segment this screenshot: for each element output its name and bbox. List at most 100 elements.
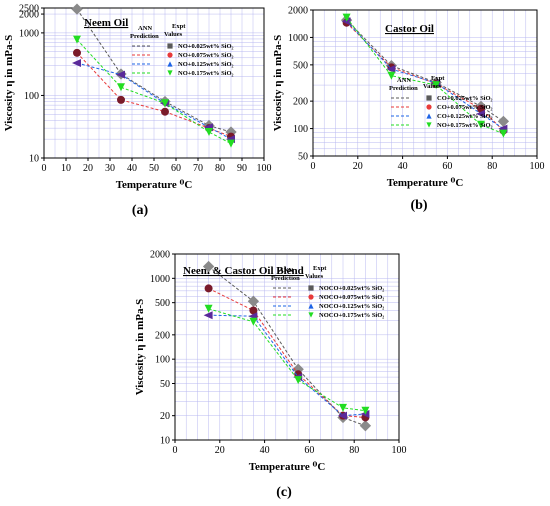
x-tick-label: 30	[105, 163, 115, 174]
x-tick-label: 80	[487, 161, 497, 172]
data-point	[116, 70, 125, 79]
data-point	[117, 83, 125, 92]
x-tick-label: 0	[42, 163, 47, 174]
data-point	[387, 71, 396, 80]
chart-title: Castor Oil	[385, 23, 434, 35]
circle-icon	[426, 104, 432, 110]
legend-label: NOCO+0.175wt% SiO₂	[319, 312, 384, 319]
series-line	[76, 52, 232, 138]
data-point	[359, 420, 372, 432]
data-point	[339, 403, 347, 412]
x-tick-label: 20	[353, 161, 363, 172]
x-tick-label: 40	[127, 163, 137, 174]
plot-frame	[174, 253, 400, 441]
y-tick-label: 1000	[150, 274, 170, 285]
legend-expt-heading: Expt	[431, 75, 445, 82]
legend-label: NOCO+0.125wt% SiO₂	[319, 303, 384, 310]
data-point	[342, 13, 351, 22]
series-line	[208, 266, 366, 427]
square-icon	[167, 43, 173, 49]
y-tick-label: 20	[160, 411, 170, 422]
data-point	[386, 65, 396, 74]
circle-icon	[308, 294, 314, 300]
data-point	[499, 129, 508, 138]
data-point	[73, 48, 81, 57]
series-line	[346, 17, 504, 135]
y-tick-label: 100	[155, 355, 170, 366]
x-tick-label: 60	[442, 161, 452, 172]
triangle-down-icon	[308, 312, 314, 318]
y-tick-label: 1000	[288, 33, 308, 44]
y-axis-label: Viscosity η in mPa-S	[3, 35, 15, 132]
x-tick-label: 60	[304, 445, 314, 456]
y-tick-label: 500	[155, 298, 170, 309]
x-axis-label: Temperature ⁰C	[387, 177, 464, 189]
legend-expt-heading: Values	[164, 31, 183, 38]
data-point	[202, 260, 215, 273]
x-tick-label: 20	[215, 445, 225, 456]
y-tick-label: 2000	[150, 250, 170, 261]
square-icon	[308, 285, 314, 291]
x-tick-label: 100	[392, 445, 407, 456]
data-point	[203, 311, 213, 320]
x-axis-label: Temperature ⁰C	[249, 461, 326, 473]
data-point	[204, 304, 213, 313]
chart-panel-c: 0 20 40 60 80 100 10 20 50 100 200 500 1000 2000 Tempe…	[134, 250, 407, 501]
x-tick-label: 90	[237, 163, 247, 174]
data-point	[71, 3, 83, 15]
triangle-down-icon	[167, 70, 173, 76]
x-axis-label: Temperature ⁰C	[116, 179, 193, 191]
legend-label: NO+0.025wt% SiO₂	[178, 43, 234, 50]
data-point	[294, 376, 303, 385]
legend-label: NO+0.175wt% SiO₂	[178, 70, 234, 77]
legend-label: CO+0.025wt% SiO₂	[437, 95, 493, 102]
triangle-up-icon	[167, 61, 173, 67]
data-point	[338, 411, 347, 420]
y-tick-label: 100	[24, 91, 39, 102]
legend-label: NO+0.125wt% SiO₂	[178, 61, 234, 68]
y-tick-label: 200	[293, 97, 308, 108]
x-tick-label: 100	[257, 163, 272, 174]
legend-ann-heading: Prediction	[271, 275, 300, 282]
y-axis-label: Viscosity η in mPa-S	[134, 299, 146, 396]
y-tick-label: 200	[155, 330, 170, 341]
y-tick-label: 10	[29, 154, 39, 165]
legend-label: NOCO+0.075wt% SiO₂	[319, 294, 384, 301]
legend-label: NO+0.175wt% SiO₂	[437, 122, 493, 129]
x-tick-label: 10	[61, 163, 71, 174]
data-point	[227, 139, 235, 148]
y-tick-label: 100	[293, 124, 308, 135]
data-point	[117, 95, 125, 104]
y-tick-label: 50	[160, 379, 170, 390]
chart-title: Neem & Castor Oil Blend	[183, 265, 304, 277]
plot-frame	[312, 9, 538, 157]
x-tick-label: 80	[215, 163, 225, 174]
y-tick-label: 500	[293, 60, 308, 71]
chart-panel-a: 0 10 20 30 40 50 60 70 80 90 10010100100020002500T…	[3, 3, 272, 218]
legend-expt-heading: Values	[305, 273, 324, 280]
y-axis-label: Viscosity η in mPa-S	[272, 35, 284, 132]
data-point	[72, 59, 81, 68]
data-point	[249, 306, 258, 315]
y-tick-label: 2000	[288, 6, 308, 17]
legend-label: CO+0.075wt% SiO₂	[437, 104, 493, 111]
data-point	[73, 35, 81, 44]
x-tick-label: 80	[349, 445, 359, 456]
y-tick-label: 1000	[19, 28, 39, 39]
x-tick-label: 60	[171, 163, 181, 174]
x-tick-label: 40	[398, 161, 408, 172]
x-tick-label: 70	[193, 163, 203, 174]
data-point	[476, 109, 485, 118]
data-point	[249, 317, 258, 326]
circle-icon	[167, 52, 173, 58]
chart-panel-b: 0 20 40 60 80 100 50 100 200 500 1000 2000 Temperatu…	[272, 6, 545, 214]
data-point	[432, 81, 441, 90]
legend-label: CO+0.125wt% SiO₂	[437, 113, 493, 120]
legend-ann-heading: Prediction	[130, 33, 159, 40]
legend-ann-heading: ANN	[279, 267, 293, 274]
square-icon	[426, 95, 432, 101]
